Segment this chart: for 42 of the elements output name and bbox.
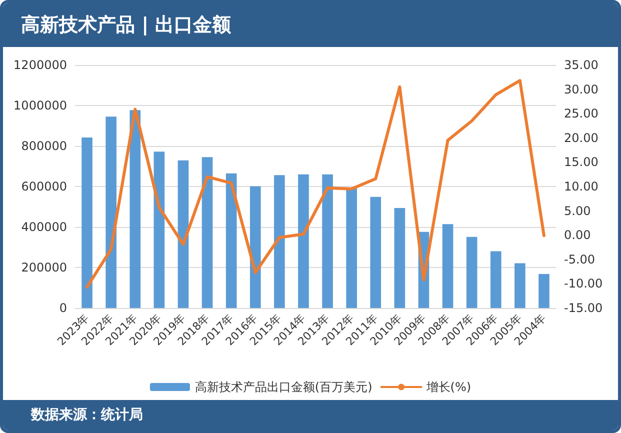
y-tick-label: 200000	[21, 260, 67, 274]
bar	[490, 251, 502, 308]
y2-tick-label: 5.00	[564, 204, 591, 218]
bar	[274, 175, 285, 308]
bar	[202, 157, 213, 308]
y2-tick-label: 35.00	[564, 58, 598, 72]
bar	[514, 263, 526, 308]
y-tick-label: 800000	[21, 139, 67, 153]
chart-title: 高新技术产品 | 出口金额	[3, 3, 618, 47]
y2-tick-label: -15.00	[564, 301, 603, 315]
legend-label: 高新技术产品出口金额(百万美元)	[194, 380, 372, 394]
bar	[250, 186, 261, 308]
bar	[346, 188, 357, 308]
bar	[178, 160, 189, 308]
y2-tick-label: 25.00	[564, 106, 598, 121]
y2-tick-label: 10.00	[564, 180, 598, 194]
y2-tick-label: 15.00	[564, 155, 598, 170]
source-note: 数据来源：统计局	[31, 406, 143, 424]
y-tick-label: 600000	[21, 180, 67, 194]
bar	[154, 152, 165, 308]
bar	[82, 137, 92, 308]
legend-label: 增长(%)	[425, 380, 472, 394]
bar	[370, 196, 382, 308]
y-tick-label: 400000	[21, 220, 67, 234]
y2-tick-label: 0.00	[564, 228, 591, 242]
bar	[394, 208, 406, 308]
y2-tick-label: -5.00	[564, 252, 596, 266]
line-series	[86, 79, 546, 289]
y-tick-label: 0	[59, 301, 67, 315]
bar	[442, 224, 454, 308]
bar	[106, 116, 116, 308]
y2-tick-label: 20.00	[564, 130, 598, 145]
bar	[538, 274, 550, 308]
y2-tick-label: -10.00	[564, 276, 603, 291]
bar	[226, 173, 237, 308]
y-tick-label: 1200000	[14, 58, 67, 72]
y-tick-label: 1000000	[14, 98, 67, 112]
bar	[130, 110, 141, 308]
y2-tick-label: 30.00	[564, 82, 598, 96]
bar	[466, 236, 478, 308]
bar	[298, 174, 309, 308]
bar	[322, 174, 333, 308]
